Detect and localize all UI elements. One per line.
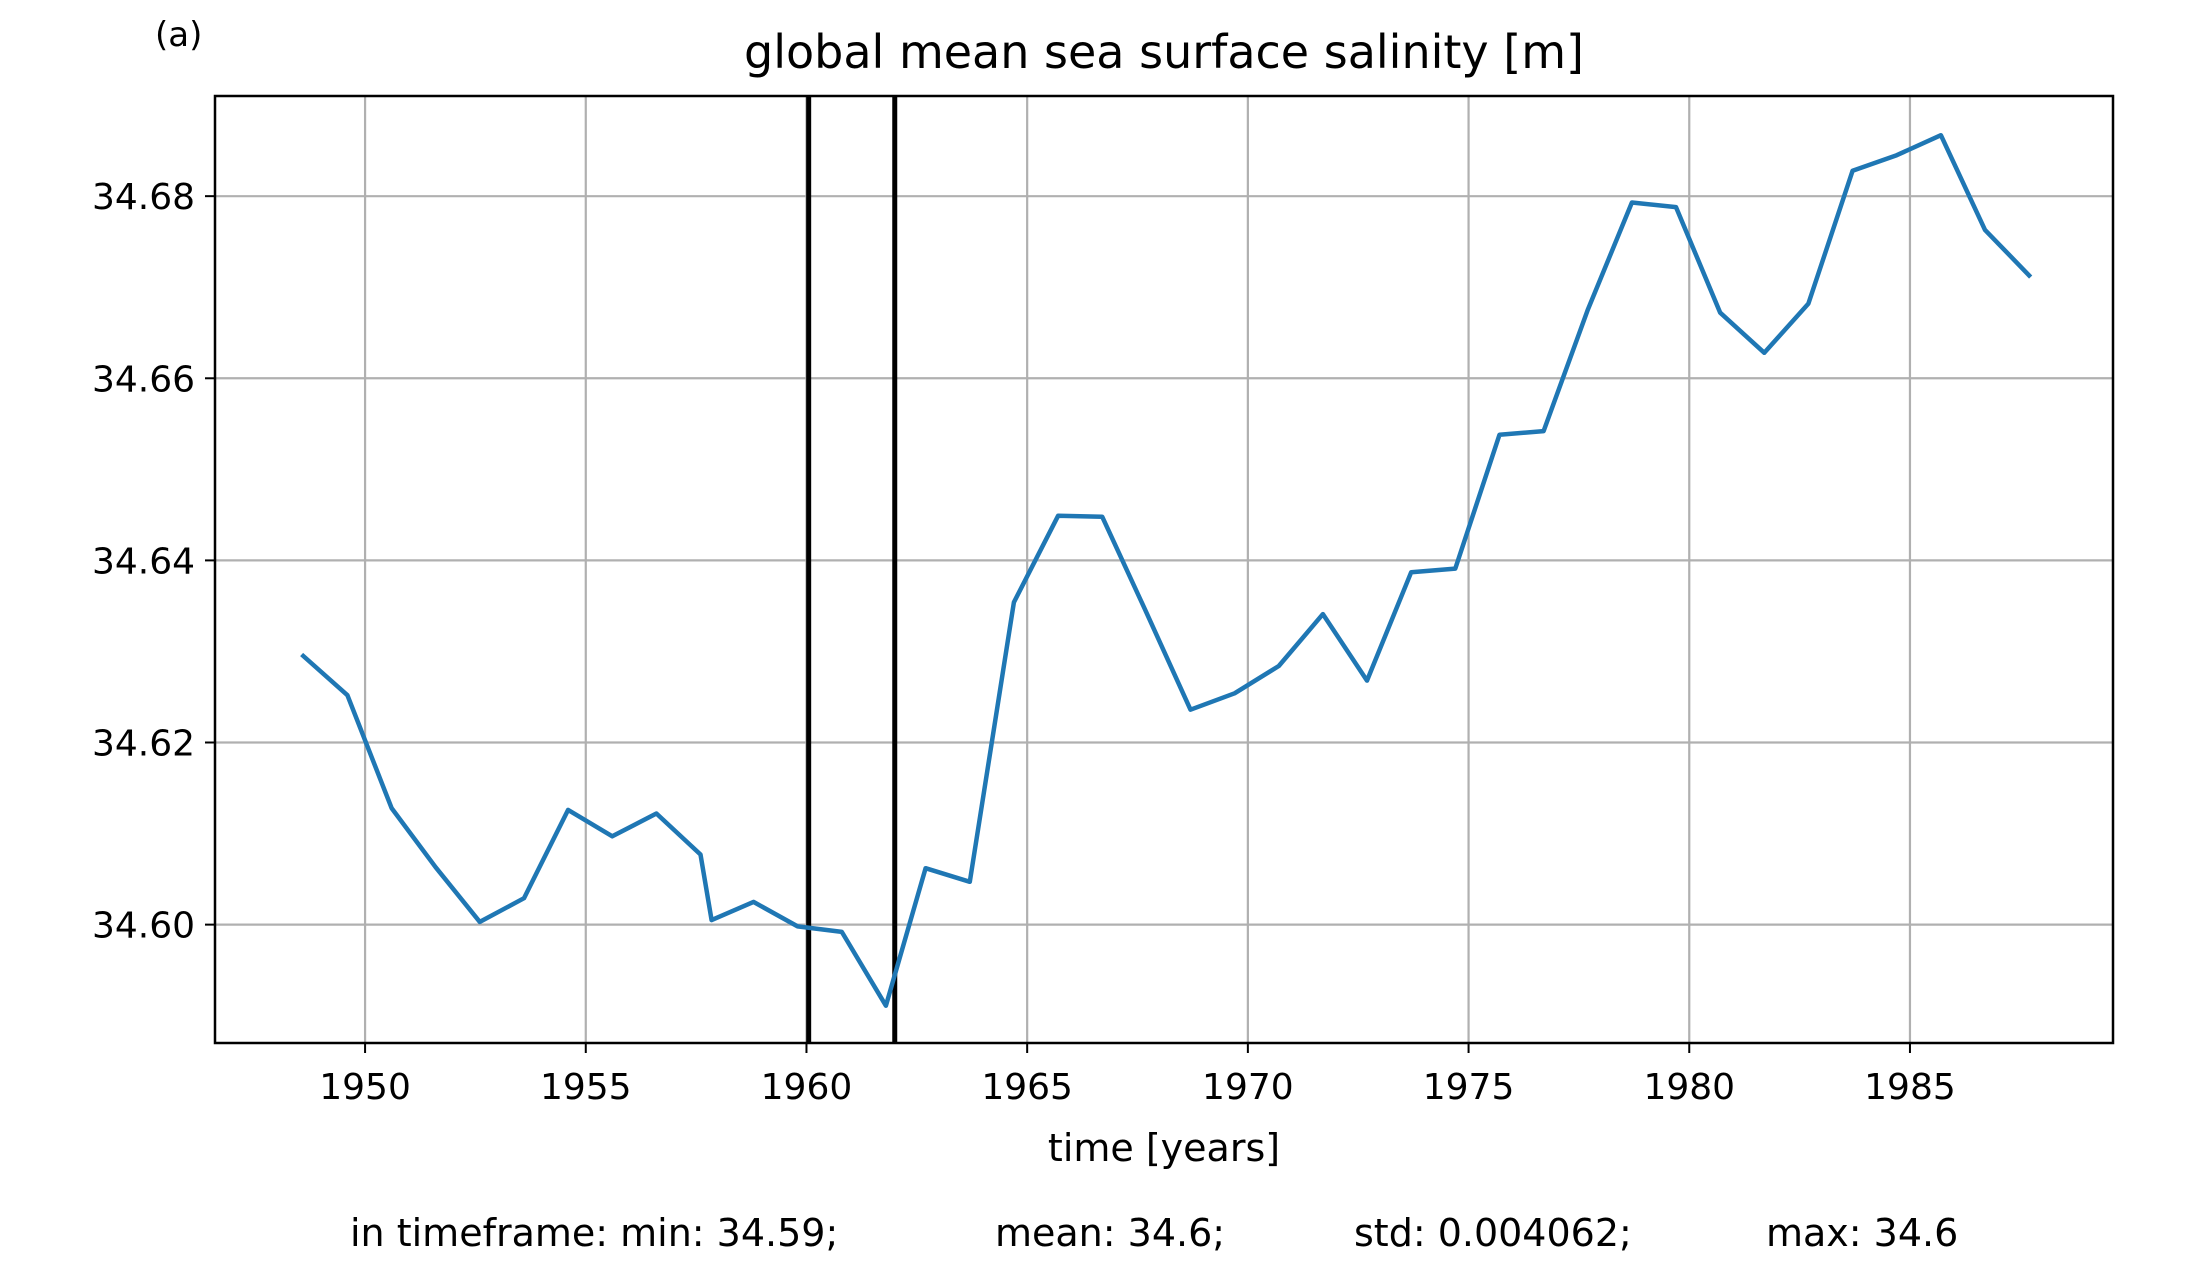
y-tick-label: 34.60 xyxy=(92,906,195,947)
stats-min: in timeframe: min: 34.59; xyxy=(350,1211,838,1255)
axis-ticks xyxy=(205,195,1911,1053)
plot-frame xyxy=(213,94,2115,1045)
vertical-markers xyxy=(806,96,898,1043)
stats-mean: mean: 34.6; xyxy=(995,1211,1225,1255)
x-tick-label: 1950 xyxy=(319,1067,411,1108)
y-tick-label: 34.66 xyxy=(92,359,195,400)
y-tick-label: 34.68 xyxy=(92,177,195,218)
x-tick-label: 1975 xyxy=(1423,1067,1515,1108)
y-tick-labels: 34.60 34.62 34.64 34.66 34.68 xyxy=(92,177,195,946)
x-tick-label: 1965 xyxy=(981,1067,1073,1108)
x-tick-label: 1970 xyxy=(1202,1067,1294,1108)
stats-std: std: 0.004062; xyxy=(1354,1211,1632,1255)
y-tick-label: 34.64 xyxy=(92,541,195,582)
y-tick-label: 34.62 xyxy=(92,724,195,765)
stats-max: max: 34.6 xyxy=(1766,1211,1958,1255)
x-tick-label: 1980 xyxy=(1643,1067,1735,1108)
x-tick-label: 1985 xyxy=(1864,1067,1956,1108)
series-lines xyxy=(300,132,2033,1008)
x-tick-labels: 1950 1955 1960 1965 1970 1975 1980 1985 xyxy=(319,1067,1956,1108)
grid-lines xyxy=(215,96,2113,1043)
chart-title: global mean sea surface salinity [m] xyxy=(744,25,1584,79)
x-tick-label: 1960 xyxy=(761,1067,853,1108)
x-tick-label: 1955 xyxy=(540,1067,632,1108)
series-line xyxy=(300,132,2033,1008)
x-axis-label: time [years] xyxy=(1048,1126,1280,1170)
panel-label: (a) xyxy=(155,15,202,55)
